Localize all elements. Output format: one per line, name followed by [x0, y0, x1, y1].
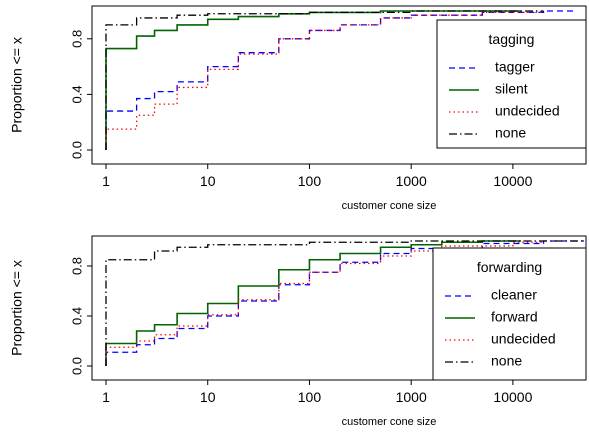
legend-label-forward: forward [491, 309, 538, 325]
x-tick-label: 1000 [396, 173, 427, 189]
x-tick-label: 1 [102, 389, 110, 405]
legend-box [432, 247, 587, 381]
chart-panel-forwarding: 1 10 100 1000 10000 customer cone size 0.0 0.4 0… [9, 235, 587, 428]
y-tick-label: 0.8 [69, 30, 84, 48]
x-tick-label: 10000 [493, 389, 532, 405]
series-line-forward [105, 240, 521, 366]
legend-label-none: none [495, 125, 526, 141]
series-line-undecided [105, 241, 545, 366]
y-tick-label: 0.0 [69, 141, 84, 159]
x-tick-label: 1000 [396, 389, 427, 405]
x-axis-label: customer cone size [342, 200, 437, 212]
y-tick-label: 0.4 [69, 307, 84, 325]
y-tick-label: 0.4 [69, 85, 84, 103]
legend-label-tagger: tagger [495, 59, 535, 75]
x-tick-label: 100 [298, 173, 322, 189]
y-tick-label: 0.8 [69, 257, 84, 275]
x-tick-label: 10 [200, 389, 216, 405]
x-tick-label: 10000 [493, 173, 532, 189]
y-axis-label: Proportion <= x [9, 260, 25, 356]
legend-label-none: none [491, 353, 522, 369]
series-line-none [105, 10, 544, 150]
x-tick-label: 1 [102, 173, 110, 189]
legend-label-undecided: undecided [495, 103, 560, 119]
x-tick-label: 100 [298, 389, 322, 405]
y-tick-label: 0.0 [69, 357, 84, 375]
legend-label-undecided: undecided [491, 331, 556, 347]
chart-panel-tagging: 1 10 100 1000 10000 customer cone size 0.0 0.4 0… [9, 5, 587, 212]
series-line-none [105, 240, 584, 366]
x-tick-label: 10 [200, 173, 216, 189]
x-axis-label: customer cone size [342, 416, 437, 428]
y-axis-label: Proportion <= x [9, 37, 25, 133]
legend-label-cleaner: cleaner [491, 287, 537, 303]
legend-box [436, 19, 587, 149]
legend-title: forwarding [477, 259, 542, 275]
legend-title: tagging [489, 31, 535, 47]
legend-label-silent: silent [495, 81, 528, 97]
